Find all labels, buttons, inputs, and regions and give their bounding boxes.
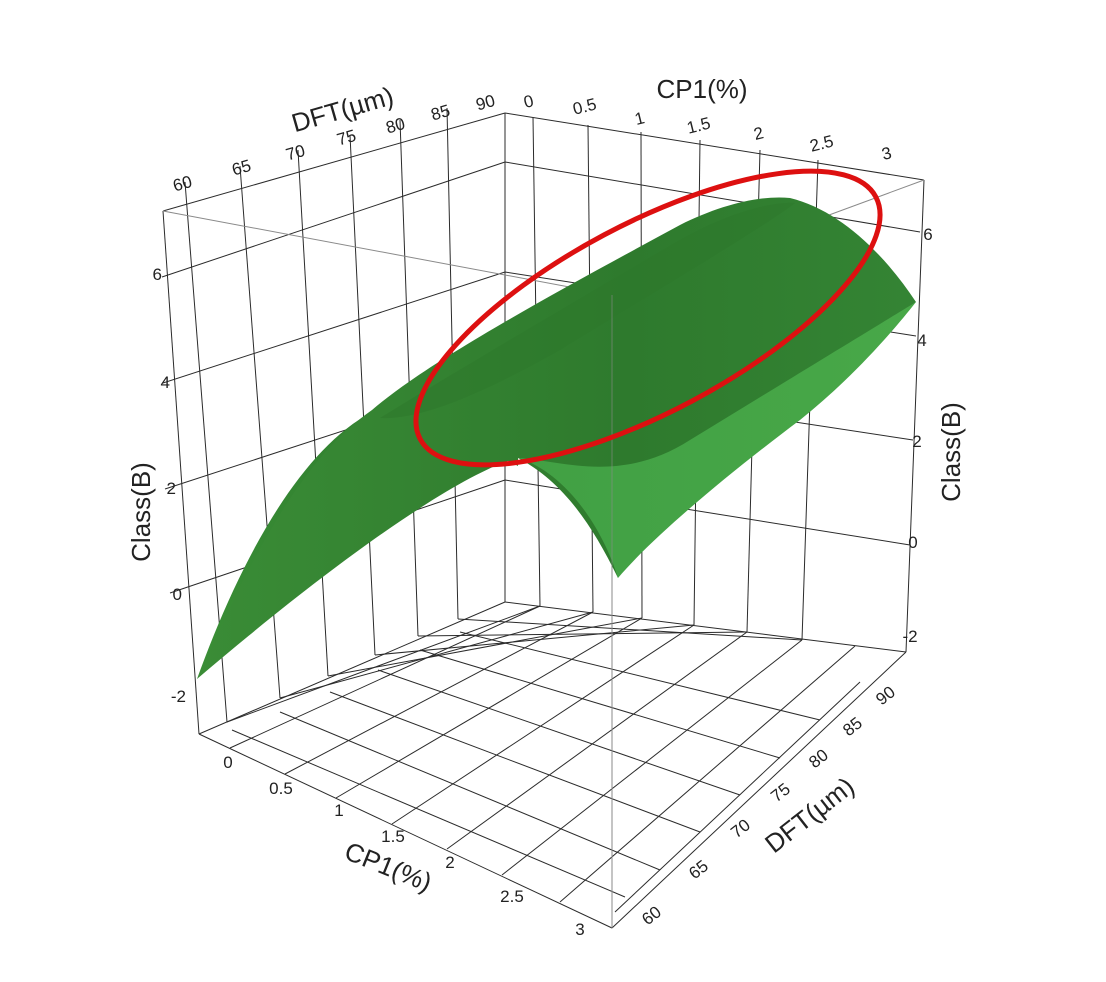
tick-label: 65: [685, 856, 712, 883]
tick-label: 60: [171, 172, 194, 195]
highlight-ellipse: [413, 168, 883, 468]
tick-label: 2.5: [808, 132, 836, 156]
tick-label: 75: [335, 126, 358, 149]
tick-label: 0.5: [269, 779, 293, 798]
tick-label: 0.5: [571, 95, 599, 119]
tick-label: 2: [445, 853, 454, 872]
right-class-tick-labels: -2 0 2 4 6: [902, 225, 932, 646]
tick-label: 2: [912, 432, 921, 451]
tick-label: 70: [727, 815, 754, 842]
right-class-axis-title: Class(B): [936, 402, 966, 502]
tick-label: 80: [805, 745, 832, 772]
floor-grid: [198, 605, 907, 929]
tick-label: 0: [223, 753, 232, 772]
tick-label: 60: [638, 902, 665, 929]
tick-label: 2.5: [500, 887, 524, 906]
bottom-cp1-tick-labels: 0 0.5 1 1.5 2 2.5 3: [223, 753, 584, 939]
surface-left-face: [197, 407, 518, 679]
tick-label: 4: [917, 331, 926, 350]
tick-label: 6: [923, 225, 932, 244]
top-cp1-axis-title: CP1(%): [656, 74, 747, 104]
tick-label: 75: [767, 779, 794, 806]
surface-right-face: [518, 302, 916, 578]
tick-label: 4: [161, 373, 170, 392]
top-dft-tick-labels: 60 65 70 75 80 85 90: [171, 91, 497, 195]
tick-label: 1.5: [685, 114, 713, 138]
left-class-tick-labels: -2 0 2 4 6: [153, 265, 186, 706]
tick-label: 90: [474, 91, 497, 114]
tick-label: 70: [284, 141, 307, 164]
tick-label: 1.5: [381, 827, 405, 846]
surface: [197, 197, 916, 679]
tick-label: 1: [633, 108, 647, 129]
bottom-dft-axis-title: DFT(µm): [759, 771, 860, 859]
tick-label: 0: [522, 91, 536, 112]
tick-label: 2: [752, 123, 766, 144]
tick-label: 1: [334, 801, 343, 820]
tick-label: 65: [230, 156, 253, 179]
surface-top-face: [197, 197, 916, 679]
tick-label: -2: [902, 627, 917, 646]
tick-label: 0: [908, 533, 917, 552]
surface-ridge-shading: [380, 202, 795, 419]
tick-label: 6: [153, 265, 162, 284]
tick-label: 90: [872, 682, 899, 709]
left-class-axis-title: Class(B): [126, 462, 156, 562]
tick-label: 3: [575, 920, 584, 939]
wall-back-left-grid: [161, 107, 506, 735]
tick-label: 85: [839, 713, 866, 740]
tick-label: 80: [384, 114, 407, 137]
tick-label: -2: [171, 687, 186, 706]
tick-label: 85: [429, 101, 452, 124]
tick-label: 3: [880, 143, 894, 164]
tick-label: 2: [167, 479, 176, 498]
tick-label: 0: [173, 585, 182, 604]
